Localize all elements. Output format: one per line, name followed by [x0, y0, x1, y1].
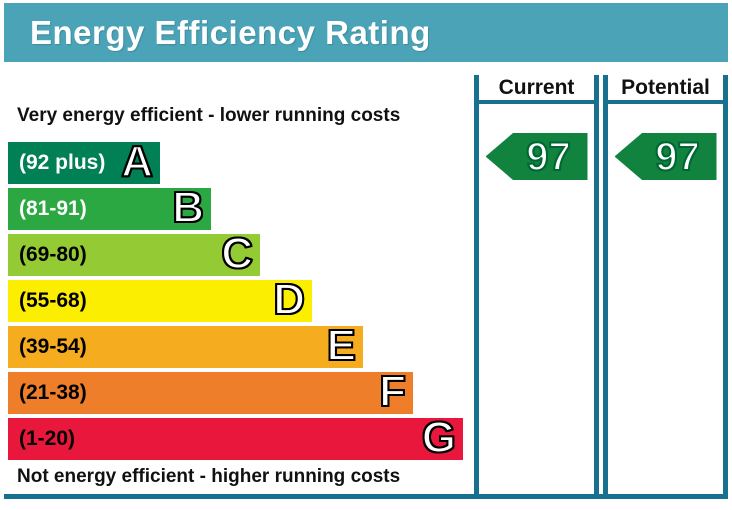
band-d: (55-68) D [8, 275, 312, 325]
potential-column-header: Potential [608, 75, 723, 104]
band-e-letter: E [326, 321, 357, 371]
band-f-letter: F [378, 367, 407, 417]
bottom-note: Not energy efficient - higher running co… [17, 466, 401, 487]
current-column-header: Current [479, 75, 594, 104]
band-f-range: (21-38) [19, 381, 87, 404]
band-a-letter: A [120, 137, 154, 187]
potential-column: Potential 97 [603, 75, 728, 499]
band-g: (1-20) G [8, 413, 463, 463]
current-rating-arrow: 97 [485, 133, 588, 180]
bottom-border-line [4, 494, 728, 499]
band-d-letter: D [272, 275, 306, 325]
band-a: (92 plus) A [8, 137, 160, 187]
band-e: (39-54) E [8, 321, 363, 371]
band-d-range: (55-68) [19, 289, 87, 312]
potential-rating-arrow: 97 [614, 133, 717, 180]
band-g-letter: G [421, 413, 457, 463]
band-c-range: (69-80) [19, 243, 87, 266]
top-note: Very energy efficient - lower running co… [17, 105, 401, 126]
title-bar: Energy Efficiency Rating [4, 3, 728, 62]
band-c-letter: C [220, 229, 254, 279]
band-g-range: (1-20) [19, 427, 76, 450]
band-b-letter: B [171, 183, 205, 233]
band-b: (81-91) B [8, 183, 211, 233]
current-rating-value: 97 [525, 134, 571, 179]
band-f: (21-38) F [8, 367, 413, 417]
rating-bands: (92 plus) A (81-91) B (69-80) C (55-68) … [8, 137, 463, 464]
page-title: Energy Efficiency Rating [30, 13, 431, 51]
band-e-range: (39-54) [19, 335, 87, 358]
current-column: Current 97 [474, 75, 599, 499]
band-b-range: (81-91) [19, 197, 87, 220]
band-c: (69-80) C [8, 229, 260, 279]
band-a-range: (92 plus) [19, 151, 106, 174]
potential-rating-value: 97 [654, 134, 700, 179]
